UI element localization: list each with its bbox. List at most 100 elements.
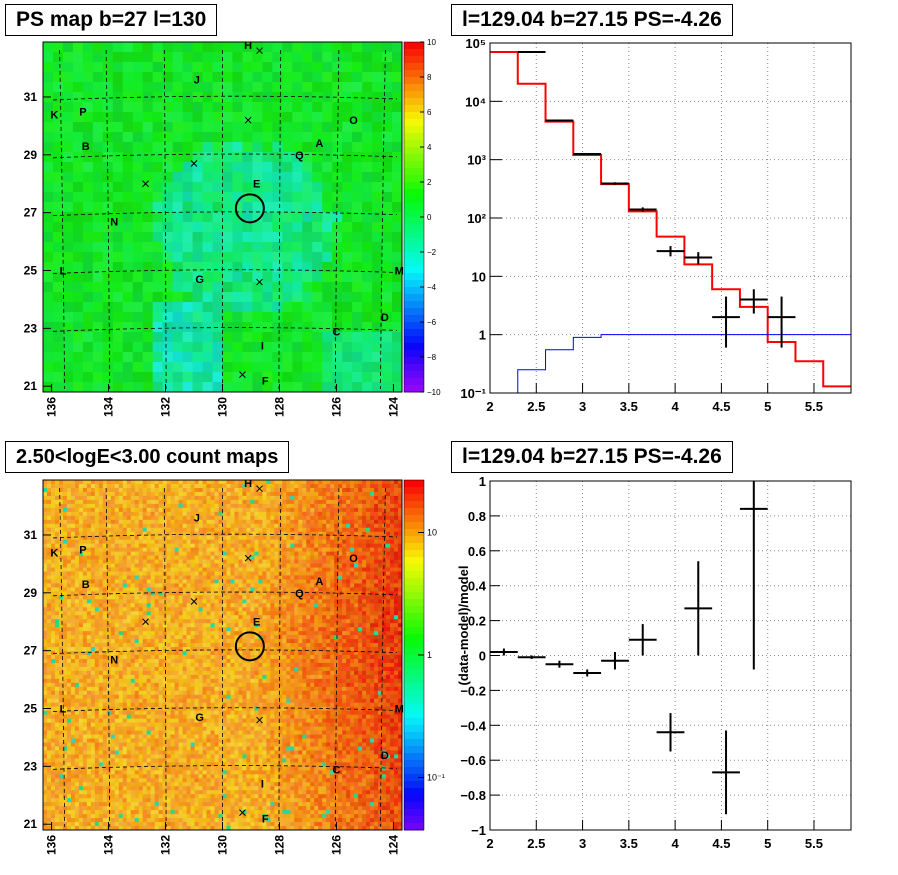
source-cross-marker <box>239 371 246 378</box>
colorbar-tick-label: 10 <box>427 38 436 47</box>
graticule-meridian <box>163 49 167 390</box>
map-y-tick: 21 <box>24 379 38 393</box>
residual-y-tick: −0.8 <box>460 788 486 803</box>
graticule-meridian <box>278 487 282 828</box>
graticule-parallel <box>52 95 398 101</box>
residual-x-tick: 3.5 <box>620 836 638 851</box>
colorbar-tick-label: 8 <box>427 73 432 82</box>
spectrum-x-tick: 2 <box>486 399 493 414</box>
source-label: E <box>253 179 260 191</box>
count-colorbar <box>404 480 424 831</box>
residual-y-tick: 0.2 <box>468 614 486 629</box>
source-label: M <box>395 266 404 278</box>
map-y-tick: 27 <box>24 644 38 658</box>
target-circle <box>234 193 265 224</box>
map-y-tick: 25 <box>24 702 38 716</box>
residual-x-tick: 2 <box>486 836 493 851</box>
source-cross-marker <box>256 278 263 286</box>
spectrum-y-tick: 10⁵ <box>465 36 486 51</box>
map-y-tick: 23 <box>24 321 38 335</box>
source-cross-marker <box>244 116 252 124</box>
source-label: Q <box>295 588 304 600</box>
source-label: L <box>60 266 67 278</box>
colorbar-tick-label: −6 <box>427 318 437 327</box>
source-cross-marker <box>256 716 263 724</box>
source-label: A <box>315 138 323 150</box>
model-component-histogram <box>490 334 851 394</box>
colorbar-tick-label: 6 <box>427 108 432 117</box>
map-y-tick: 29 <box>24 148 38 162</box>
count-map-title: 2.50<logE<3.00 count maps <box>5 441 290 473</box>
colorbar-tick-label: 4 <box>427 143 432 152</box>
source-label: G <box>195 274 204 286</box>
graticule-meridian <box>59 49 66 390</box>
residual-x-tick: 2.5 <box>527 836 545 851</box>
source-label: K <box>50 109 58 121</box>
map-x-tick: 128 <box>272 835 286 855</box>
graticule-meridian <box>163 487 167 828</box>
colorbar-tick-label: 0 <box>427 213 432 222</box>
graticule-meridian <box>334 49 340 390</box>
model-total-histogram <box>490 51 851 388</box>
map-y-tick: 25 <box>24 264 38 278</box>
spectrum-y-tick: 10² <box>467 211 486 226</box>
map-x-tick: 126 <box>329 835 343 855</box>
ps-map-title: PS map b=27 l=130 <box>5 4 218 36</box>
colorbar-tick-label: −2 <box>427 248 437 257</box>
source-label: H <box>244 40 252 52</box>
source-cross-marker <box>190 160 198 167</box>
residual-x-tick: 5.5 <box>805 836 823 851</box>
map-x-tick: 132 <box>159 397 173 417</box>
residual-y-tick: −0.4 <box>460 718 486 733</box>
graticule-parallel <box>52 649 398 655</box>
source-label: B <box>82 579 90 591</box>
map-x-tick: 126 <box>329 397 343 417</box>
graticule-meridian <box>379 49 386 390</box>
map-y-tick: 29 <box>24 586 38 600</box>
source-label: P <box>79 544 86 556</box>
colorbar-tick-label: 10 <box>427 528 437 538</box>
spectrum-y-tick: 10³ <box>467 153 486 168</box>
colorbar-tick-label: −4 <box>427 283 437 292</box>
graticule-meridian <box>105 487 111 828</box>
source-label: L <box>60 704 67 716</box>
map-x-tick: 134 <box>102 835 116 855</box>
source-label: M <box>395 704 404 716</box>
ps-colorbar <box>404 42 424 393</box>
map-x-tick: 130 <box>216 835 230 855</box>
residual-y-tick: 0.6 <box>468 544 486 559</box>
map-y-tick: 21 <box>24 817 38 831</box>
spectrum-y-tick: 10⁻¹ <box>460 386 486 401</box>
source-label: F <box>262 813 269 825</box>
target-circle <box>234 631 265 662</box>
graticule-parallel <box>52 707 398 712</box>
map-x-tick: 132 <box>159 835 173 855</box>
residual-y-tick: −1 <box>471 823 486 838</box>
graticule-meridian <box>278 49 282 390</box>
spectrum-x-tick: 3.5 <box>620 399 638 414</box>
ps-map-image <box>43 42 403 393</box>
spectrum-y-tick: 10⁴ <box>465 94 486 109</box>
map-x-tick: 136 <box>45 835 59 855</box>
colorbar-tick-label: −8 <box>427 353 437 362</box>
graticule-meridian <box>334 487 340 828</box>
source-cross-marker <box>239 809 246 816</box>
source-label: I <box>261 341 264 353</box>
spectrum-x-tick: 3 <box>579 399 586 414</box>
map-y-tick: 23 <box>24 759 38 773</box>
count-map-image <box>43 480 403 831</box>
spectrum-frame <box>489 42 852 394</box>
residual-y-tick: 1 <box>479 474 486 489</box>
colorbar-tick-label: 10⁻¹ <box>427 773 445 783</box>
map-y-tick: 31 <box>24 528 38 542</box>
source-label: B <box>82 141 90 153</box>
source-label: I <box>261 779 264 791</box>
source-label: K <box>50 547 58 559</box>
spectrum-x-tick: 2.5 <box>527 399 545 414</box>
map-x-tick: 124 <box>386 835 400 855</box>
graticule-parallel <box>52 269 398 274</box>
residual-x-tick: 5 <box>764 836 771 851</box>
residual-x-tick: 4.5 <box>712 836 730 851</box>
source-cross-marker <box>244 554 252 562</box>
